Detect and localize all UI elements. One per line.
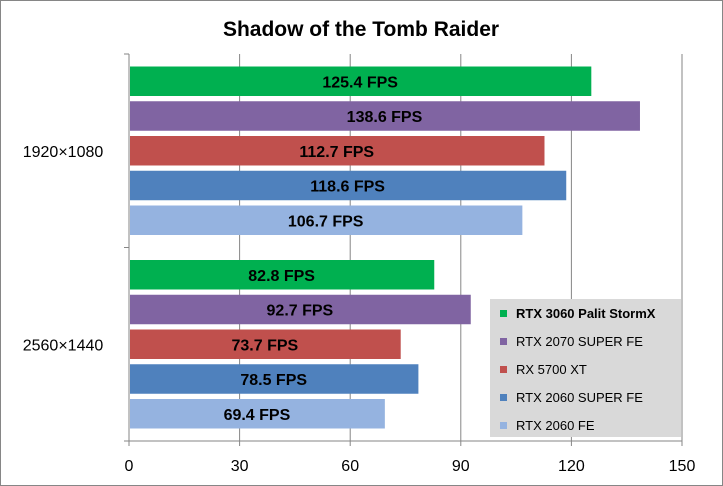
legend-label: RTX 2060 SUPER FE <box>516 390 643 405</box>
bar <box>130 66 592 96</box>
legend-swatch <box>500 366 507 373</box>
legend-swatch <box>500 338 507 345</box>
x-tick-label: 0 <box>125 458 134 475</box>
legend: RTX 3060 Palit StormX RTX 2070 SUPER FE RX… <box>490 299 681 437</box>
legend-swatch <box>500 310 507 317</box>
bars: 125.4 FPS 138.6 FPS 112.7 FPS 118.6 FPS 106.… <box>130 66 640 429</box>
bar-value-label: 138.6 FPS <box>347 109 423 126</box>
x-tick-label: 90 <box>452 458 470 475</box>
chart-title: Shadow of the Tomb Raider <box>223 18 499 41</box>
x-tick-label: 60 <box>341 458 359 475</box>
x-tick-label: 30 <box>231 458 249 475</box>
x-tick-label: 120 <box>558 458 585 475</box>
bar <box>130 101 640 131</box>
bar <box>130 205 523 235</box>
legend-label: RTX 2060 FE <box>516 418 595 433</box>
bar-value-label: 73.7 FPS <box>232 337 299 354</box>
category-label: 2560×1440 <box>23 337 104 354</box>
bar-value-label: 69.4 FPS <box>224 407 291 424</box>
bar-value-label: 106.7 FPS <box>288 213 364 230</box>
category-label: 1920×1080 <box>23 144 104 161</box>
x-tick-label: 150 <box>669 458 696 475</box>
bar-value-label: 82.8 FPS <box>248 268 315 285</box>
bar <box>130 329 401 359</box>
bar-value-label: 78.5 FPS <box>240 372 307 389</box>
bar <box>130 294 471 325</box>
bar <box>130 399 385 429</box>
legend-swatch <box>500 394 507 401</box>
legend-label: RX 5700 XT <box>516 362 587 377</box>
legend-label: RTX 2070 SUPER FE <box>516 334 643 349</box>
legend-box <box>490 299 681 437</box>
axes: 0 30 60 90 120 150 1920×1080 2560×1440 <box>23 53 696 475</box>
bar <box>130 170 567 201</box>
bar <box>130 260 435 290</box>
bar <box>130 136 545 166</box>
bar-value-label: 125.4 FPS <box>322 74 398 91</box>
bar <box>130 364 419 394</box>
bar-value-label: 92.7 FPS <box>267 303 334 320</box>
legend-label: RTX 3060 Palit StormX <box>516 306 656 321</box>
bar-value-label: 118.6 FPS <box>310 179 385 196</box>
legend-swatch <box>500 422 507 429</box>
bar-value-label: 112.7 FPS <box>299 144 374 161</box>
